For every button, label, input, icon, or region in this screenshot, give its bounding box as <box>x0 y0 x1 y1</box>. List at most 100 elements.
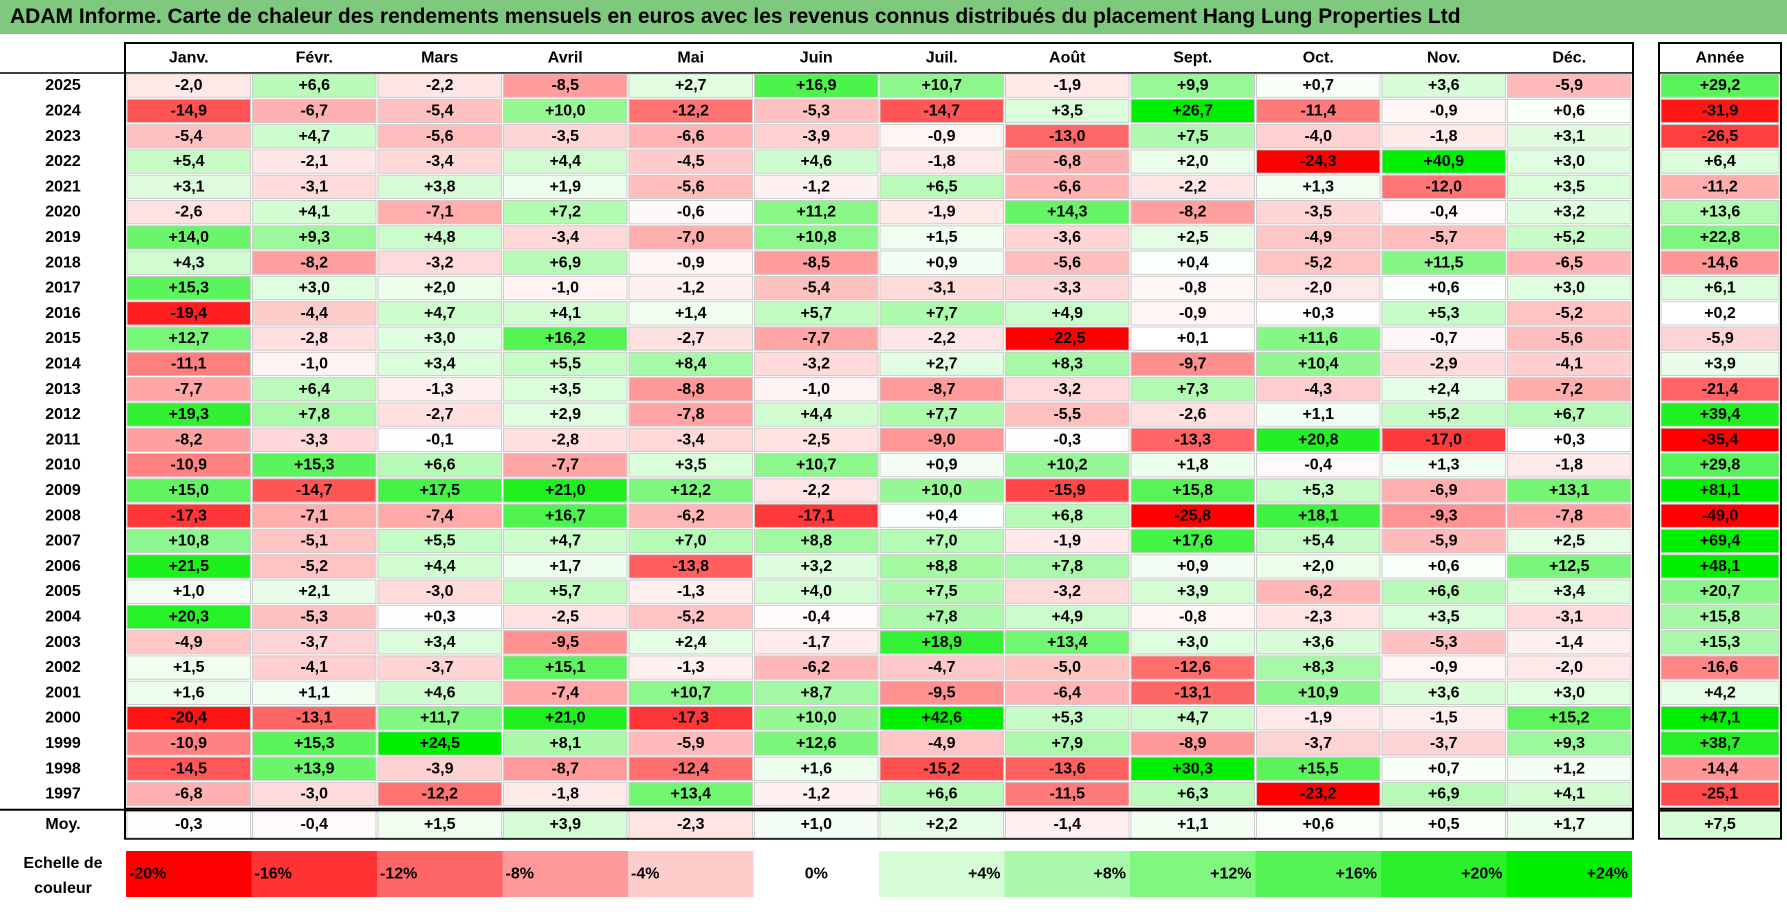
heatmap-cell <box>1005 680 1130 706</box>
average-value: +3,9 <box>549 816 581 833</box>
year-label: 2008 <box>45 507 81 524</box>
year-label: 2023 <box>45 128 81 145</box>
cell-value: +0,4 <box>926 507 958 524</box>
heatmap-cell <box>126 301 251 326</box>
cell-value: -2,1 <box>300 153 328 170</box>
annual-cell <box>1660 731 1780 756</box>
cell-value: -5,4 <box>426 102 454 119</box>
cell-value: +20,8 <box>1298 431 1339 448</box>
heatmap-cell <box>1507 453 1632 478</box>
heatmap-cell <box>503 98 628 124</box>
cell-value: +1,0 <box>173 583 205 600</box>
heatmap-cell <box>754 301 879 326</box>
heatmap-cell <box>1256 275 1381 301</box>
cell-value: -25,8 <box>1175 507 1212 524</box>
cell-value: -2,5 <box>551 608 579 625</box>
cell-value: -14,7 <box>296 482 333 499</box>
heatmap-cell <box>377 528 502 554</box>
annual-value: +15,3 <box>1700 634 1741 651</box>
heatmap-cell <box>252 149 377 174</box>
cell-value: -5,6 <box>1555 330 1583 347</box>
cell-value: -8,2 <box>175 431 203 448</box>
heatmap-cell <box>879 275 1004 301</box>
cell-value: +10,0 <box>796 710 837 727</box>
cell-value: +13,4 <box>1047 634 1088 651</box>
cell-value: +0,3 <box>1553 431 1585 448</box>
cell-value: +0,9 <box>926 457 958 474</box>
year-label: 2018 <box>45 254 81 271</box>
heatmap-cell <box>252 756 377 781</box>
heatmap-cell <box>126 98 251 124</box>
heatmap-cell <box>1130 579 1255 604</box>
heatmap-cell <box>879 630 1004 655</box>
scale-label: +4% <box>968 866 1000 883</box>
average-cell <box>1005 811 1130 839</box>
heatmap-cell <box>377 630 502 655</box>
cell-value: -7,8 <box>1555 507 1583 524</box>
cell-value: +1,1 <box>1302 406 1334 423</box>
heatmap-cell <box>252 731 377 756</box>
cell-value: +6,3 <box>1177 786 1209 803</box>
heatmap-cell <box>252 275 377 301</box>
cell-value: -7,0 <box>677 229 705 246</box>
heatmap-cell <box>1256 326 1381 351</box>
cell-value: -13,1 <box>296 710 333 727</box>
heatmap-cell <box>1130 427 1255 453</box>
heatmap-cell <box>1381 554 1506 579</box>
average-frame <box>124 809 1634 840</box>
average-cell <box>503 811 628 839</box>
annual-cell <box>1660 427 1780 453</box>
cell-value: +24,5 <box>420 735 461 752</box>
heatmap-cell <box>1005 554 1130 579</box>
cell-value: -14,9 <box>171 102 208 119</box>
cell-value: +8,7 <box>800 684 832 701</box>
cell-value: -7,1 <box>426 204 454 221</box>
heatmap-cell <box>1005 174 1130 199</box>
heatmap-cell <box>252 554 377 579</box>
scale-label: -12% <box>380 866 417 883</box>
annual-cell <box>1660 706 1780 731</box>
cell-value: +3,0 <box>424 330 456 347</box>
heatmap-cell <box>1507 351 1632 377</box>
cell-value: +3,0 <box>1553 153 1585 170</box>
cell-value: +5,2 <box>1428 406 1460 423</box>
average-cell <box>252 811 377 839</box>
cell-value: +3,5 <box>1428 608 1460 625</box>
cell-value: -7,7 <box>802 330 830 347</box>
scale-label: -8% <box>506 866 534 883</box>
cell-value: +3,0 <box>1177 634 1209 651</box>
cell-value: +16,7 <box>545 507 586 524</box>
cell-value: -12,6 <box>1175 659 1212 676</box>
cell-value: -3,7 <box>1430 735 1458 752</box>
heatmap-cell <box>1381 200 1506 225</box>
heatmap-cell <box>1507 604 1632 630</box>
annual-frame <box>1658 42 1782 810</box>
cell-value: -7,7 <box>175 381 203 398</box>
heatmap-cell <box>1256 377 1381 402</box>
heatmap-cell <box>1507 503 1632 528</box>
heatmap-cell <box>377 680 502 706</box>
year-label: 2012 <box>45 406 81 423</box>
cell-value: -8,5 <box>802 254 830 271</box>
cell-value: +4,1 <box>298 204 330 221</box>
heatmap-cell <box>503 377 628 402</box>
heatmap-cell <box>1381 706 1506 731</box>
heatmap-cell <box>754 402 879 427</box>
heatmap-cell <box>1005 124 1130 149</box>
average-cell <box>628 811 753 839</box>
heatmap-cell <box>754 554 879 579</box>
annual-value: -35,4 <box>1702 431 1739 448</box>
annual-value: +4,2 <box>1704 684 1736 701</box>
cell-value: +5,3 <box>1051 710 1083 727</box>
annual-value: -21,4 <box>1702 381 1739 398</box>
heatmap-cell <box>252 377 377 402</box>
average-cell <box>377 811 502 839</box>
heatmap-cell <box>628 528 753 554</box>
cell-value: -5,6 <box>677 178 705 195</box>
heatmap-cell <box>503 655 628 680</box>
cell-value: +1,3 <box>1302 178 1334 195</box>
cell-value: -3,4 <box>677 431 705 448</box>
cell-value: -17,3 <box>673 710 710 727</box>
cell-value: +21,0 <box>545 482 586 499</box>
heatmap-cell <box>503 225 628 250</box>
